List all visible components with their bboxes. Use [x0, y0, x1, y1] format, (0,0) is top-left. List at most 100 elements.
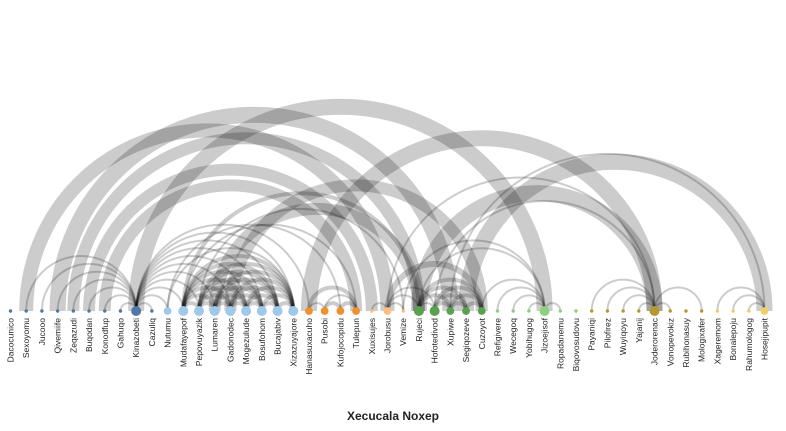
- node-label-jizoejisof: Jizoejisof: [540, 317, 550, 353]
- node-gadonodec[interactable]: [225, 306, 236, 316]
- node-sexoyomu[interactable]: [24, 309, 28, 313]
- node-jizoejisof[interactable]: [539, 306, 550, 316]
- node-label-konodfup: Konodfup: [100, 318, 110, 355]
- node-label-xageremom: Xageremom: [712, 318, 722, 364]
- node-konodfup[interactable]: [103, 309, 107, 313]
- node-pepovuyazik[interactable]: [194, 306, 204, 316]
- node-label-pepovuyazik: Pepovuyazik: [194, 317, 204, 366]
- node-label-mogezulude: Mogezulude: [241, 318, 251, 365]
- link-arc-payaniqi-joderorenac: [590, 278, 656, 312]
- link-arc-lumaren-bucajabiv: [212, 277, 280, 312]
- node-xizazuyajore[interactable]: [288, 306, 299, 316]
- arc-layer: [19, 98, 773, 312]
- link-arc-kinazobeti-lumaren: [135, 270, 216, 312]
- node-xageremom[interactable]: [715, 309, 720, 313]
- node-gahuqo[interactable]: [118, 309, 123, 313]
- node-cazuliq[interactable]: [150, 309, 154, 313]
- node-label-buqodan: Buqodan: [84, 318, 94, 352]
- link-arc-wuyiqoyu-joderorenac: [622, 294, 656, 312]
- node-label-vemize: Vemize: [398, 318, 408, 346]
- node-vemize[interactable]: [401, 309, 405, 313]
- node-segiqozeve[interactable]: [462, 307, 470, 315]
- node-rahumologog[interactable]: [747, 309, 751, 313]
- node-cuzoyot[interactable]: [477, 307, 486, 315]
- node-wuyiqoyu[interactable]: [621, 309, 625, 313]
- link-arc-cuzoyot-jizoejisof: [480, 278, 546, 312]
- node-label-zeqazudi: Zeqazudi: [68, 318, 78, 353]
- link-arc-pepovuyazik-bucajabiv: [197, 269, 280, 312]
- node-label-xuxisujes: Xuxisujes: [367, 318, 377, 354]
- node-bosufohom[interactable]: [256, 306, 267, 316]
- node-label-sexoyomu: Sexoyomu: [21, 318, 31, 358]
- node-jorobusu[interactable]: [383, 307, 392, 315]
- link-arc-jorobusu-cuzoyot: [384, 260, 485, 312]
- diagram-title: Xecucala Noxep: [346, 409, 440, 423]
- node-ropadanemu[interactable]: [558, 309, 562, 313]
- node-rujeci[interactable]: [413, 306, 424, 316]
- link-arc-vemize-jizoejisof: [402, 239, 546, 312]
- node-lumaren[interactable]: [209, 306, 220, 316]
- link-arc-mudafayepof-lumaren: [181, 293, 217, 312]
- node-hosejipupit[interactable]: [760, 307, 769, 315]
- node-rubihonasuy[interactable]: [684, 309, 688, 313]
- node-mologixafer[interactable]: [699, 309, 704, 313]
- node-mudafayepof[interactable]: [178, 306, 189, 316]
- node-bucajabiv[interactable]: [272, 306, 283, 316]
- link-arc-gadonodec-cuzoyot: [224, 179, 488, 312]
- link-arc-lumaren-bosufohom: [212, 285, 264, 312]
- node-yajanij[interactable]: [637, 309, 641, 313]
- link-arc-gadonodec-bosufohom: [228, 293, 264, 312]
- node-xuxisujes[interactable]: [370, 309, 374, 313]
- node-zeqazudi[interactable]: [71, 309, 76, 313]
- node-pusobi[interactable]: [320, 307, 329, 315]
- link-arc-bosufohom-xizazuyajore: [259, 293, 296, 312]
- link-arc-konodfup-tulepun: [98, 179, 363, 312]
- node-label-biqovosudovu: Biqovosudovu: [571, 318, 581, 372]
- node-pilofirez[interactable]: [605, 309, 610, 313]
- node-xupiwe[interactable]: [446, 307, 455, 315]
- node-refigivere[interactable]: [495, 309, 500, 313]
- node-kufojocopidu[interactable]: [336, 307, 345, 315]
- node-tulepun[interactable]: [352, 307, 360, 315]
- node-dacocunico[interactable]: [8, 309, 13, 313]
- link-arc-qivemiife-xupiwe: [49, 106, 459, 312]
- node-label-hofotedivod: Hofotedivod: [430, 318, 440, 364]
- node-mogezulude[interactable]: [241, 306, 252, 316]
- node-label-nutumu: Nutumu: [163, 318, 173, 348]
- node-kinazobeti[interactable]: [131, 306, 142, 316]
- node-nutumu[interactable]: [163, 307, 172, 315]
- node-payaniqi[interactable]: [590, 309, 594, 313]
- link-arc-kinazobeti-xizazuyajore: [135, 231, 295, 312]
- node-label-dacocunico: Dacocunico: [6, 318, 16, 363]
- node-joderorenac[interactable]: [649, 306, 660, 316]
- node-label-hosejipupit: Hosejipupit: [760, 317, 770, 360]
- node-label-jorobusu: Jorobusu: [383, 318, 393, 353]
- node-label-kinazobeti: Kinazobeti: [131, 318, 141, 358]
- node-label-segiqozeve: Segiqozeve: [461, 318, 471, 363]
- node-buqodan[interactable]: [87, 309, 91, 313]
- link-arc-pepovuyazik-vemize: [198, 207, 405, 312]
- node-vonopevokiz[interactable]: [668, 309, 672, 313]
- link-arc-zeqazudi-kinazobeti: [72, 278, 138, 312]
- node-label-xupiwe: Xupiwe: [445, 318, 455, 346]
- node-label-rahumologog: Rahumologog: [744, 318, 754, 371]
- node-biqovosudovu[interactable]: [574, 309, 578, 313]
- node-label-mudafayepof: Mudafayepof: [178, 317, 188, 367]
- link-arc-rujeci-cuzoyot: [416, 277, 484, 312]
- link-arc-xupiwe-cuzoyot: [448, 293, 484, 312]
- node-hofotedivod[interactable]: [429, 306, 440, 316]
- node-qivemiife[interactable]: [55, 309, 60, 313]
- node-label-bucajabiv: Bucajabiv: [273, 317, 283, 355]
- node-label-jucooo: Jucooo: [37, 318, 47, 346]
- node-label-pusobi: Pusobi: [320, 318, 330, 344]
- node-jucooo[interactable]: [40, 309, 44, 313]
- node-wecegoq[interactable]: [511, 309, 515, 313]
- link-arc-sexoyomu-jorobusu: [19, 123, 395, 312]
- node-bonalepoju[interactable]: [731, 309, 735, 313]
- link-arc-gadonodec-bucajabiv: [228, 285, 280, 312]
- node-label-cuzoyot: Cuzoyot: [477, 317, 487, 349]
- node-hanasuxacuho[interactable]: [305, 307, 313, 315]
- link-arc-bonalepoju-hosejipupit: [732, 294, 766, 312]
- node-yobihugog[interactable]: [527, 309, 531, 313]
